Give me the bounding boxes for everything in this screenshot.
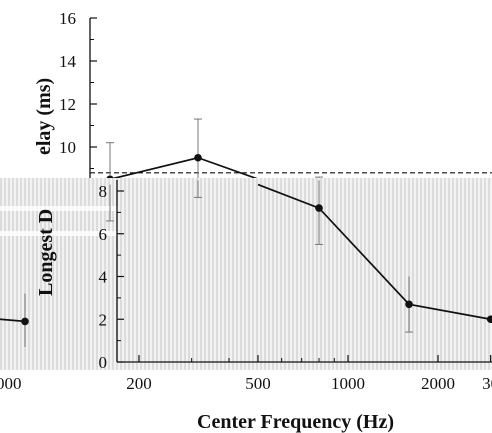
top-y-tick-label: 14 <box>59 52 77 71</box>
bottom-x-tick-label: 1000 <box>331 374 365 393</box>
left-partial-panel: 000 <box>0 293 29 393</box>
bottom-x-tick-label: 500 <box>245 374 271 393</box>
bottom-y-tick-label: 4 <box>99 268 108 287</box>
bottom-plot-area <box>106 180 492 333</box>
top-y-axis-title: elay (ms) <box>33 78 55 155</box>
left-data-point <box>21 317 29 326</box>
top-y-tick-label: 10 <box>59 138 76 157</box>
bottom-ticks: 0 2 4 6 8 200 500 1000 2000 30 <box>99 182 492 393</box>
left-x-tick-label: 000 <box>0 374 22 393</box>
bottom-data-point <box>315 204 323 212</box>
bottom-panel: 0 2 4 6 8 200 500 1000 2000 30 Longest D <box>0 178 492 393</box>
bottom-y-tick-label: 6 <box>99 225 108 244</box>
bottom-x-tick-label: 200 <box>126 374 152 393</box>
bottom-data-point <box>486 315 492 324</box>
bottom-panel-band-1 <box>0 206 118 211</box>
top-y-ticks: 10 12 14 16 <box>59 9 97 169</box>
bottom-panel-band-2 <box>0 231 118 236</box>
x-axis-title: Center Frequency (Hz) <box>197 411 394 433</box>
bottom-series-line <box>257 183 491 321</box>
bottom-data-point <box>405 300 413 309</box>
bottom-y-tick-label: 2 <box>99 310 108 329</box>
top-panel: 10 12 14 16 elay (ms) <box>33 9 492 205</box>
top-y-tick-label: 16 <box>59 9 76 28</box>
top-y-tick-label: 12 <box>59 95 76 114</box>
bottom-x-tick-label: 2000 <box>421 374 455 393</box>
top-data-point <box>194 153 202 162</box>
bottom-x-tick-label: 30 <box>482 374 492 393</box>
bottom-y-tick-label: 0 <box>99 353 108 372</box>
bottom-y-tick-label: 8 <box>99 182 108 201</box>
bottom-y-axis-title: Longest D <box>35 209 57 296</box>
left-series-line <box>0 318 26 323</box>
